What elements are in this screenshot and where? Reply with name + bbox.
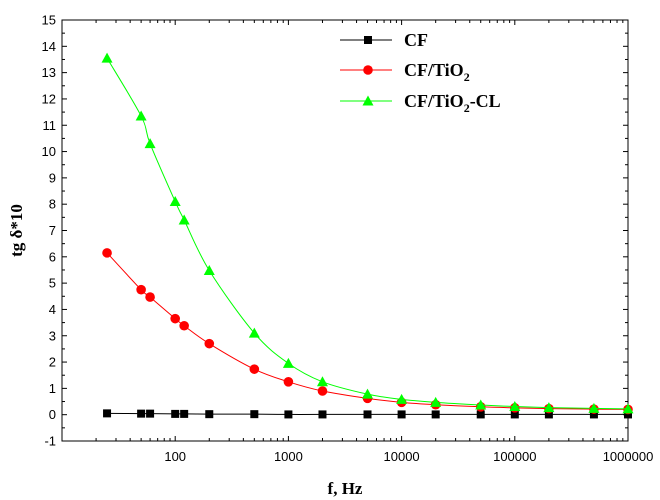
data-point-triangle bbox=[248, 327, 260, 338]
y-tick-label: 15 bbox=[42, 13, 56, 28]
x-axis-title: f, Hz bbox=[328, 479, 363, 498]
y-tick-label: 6 bbox=[49, 249, 56, 264]
data-point-triangle bbox=[135, 110, 147, 121]
y-axis-title: tg δ*10 bbox=[7, 204, 26, 257]
legend-label: CF/TiO2-CL bbox=[404, 91, 501, 115]
data-point-square bbox=[476, 410, 485, 419]
series-triangle bbox=[101, 52, 634, 414]
legend-label: CF bbox=[404, 30, 428, 50]
data-point-triangle bbox=[178, 214, 190, 225]
data-point-square bbox=[431, 410, 440, 419]
data-point-circle bbox=[179, 320, 189, 331]
x-tick-label: 1000 bbox=[274, 449, 303, 464]
data-point-triangle bbox=[203, 264, 215, 275]
legend-item: CF/TiO2-CL bbox=[340, 91, 501, 115]
data-point-square bbox=[589, 410, 598, 419]
y-tick-label: 14 bbox=[42, 39, 56, 54]
data-point-triangle bbox=[509, 401, 521, 412]
y-tick-label: 12 bbox=[42, 91, 56, 106]
data-point-circle bbox=[283, 376, 294, 387]
y-tick-label: 13 bbox=[42, 65, 56, 80]
data-point-square bbox=[284, 410, 293, 419]
legend-item: CF bbox=[340, 30, 428, 50]
data-point-triangle bbox=[282, 357, 294, 368]
y-tick-label: 11 bbox=[43, 118, 57, 133]
data-point-square bbox=[171, 409, 180, 418]
data-point-square bbox=[510, 410, 519, 419]
data-point-square bbox=[318, 410, 327, 419]
series-line bbox=[106, 252, 629, 410]
legend: CF CF/TiO2​ CF/TiO2-CL bbox=[340, 30, 501, 115]
y-tick-label: 10 bbox=[42, 144, 56, 159]
data-point-triangle bbox=[316, 376, 328, 387]
data-point-triangle bbox=[588, 402, 600, 413]
data-point-triangle bbox=[396, 393, 408, 404]
y-tick-label: 5 bbox=[49, 276, 56, 291]
data-point-triangle bbox=[362, 95, 374, 106]
y-tick-label: 8 bbox=[49, 197, 56, 212]
plot-frame bbox=[61, 19, 629, 442]
x-tick-label: 10000 bbox=[384, 449, 420, 464]
data-point-triangle bbox=[622, 403, 634, 414]
data-point-triangle bbox=[543, 402, 555, 413]
series-square bbox=[103, 409, 632, 419]
series-line bbox=[106, 57, 629, 410]
data-point-circle bbox=[249, 364, 260, 374]
data-point-square bbox=[363, 410, 372, 419]
series-layer bbox=[101, 52, 634, 419]
x-tick-label: 1000000 bbox=[603, 449, 654, 464]
y-tick-label: 4 bbox=[49, 302, 56, 317]
data-point-square bbox=[544, 410, 553, 419]
data-point-square bbox=[137, 409, 146, 418]
data-point-triangle bbox=[430, 396, 442, 407]
data-point-square bbox=[146, 409, 155, 418]
y-tick-label: 2 bbox=[49, 355, 56, 370]
data-point-square bbox=[205, 410, 214, 419]
x-tick-label: 100000 bbox=[493, 449, 536, 464]
data-point-circle bbox=[170, 313, 180, 324]
data-point-circle bbox=[136, 284, 146, 295]
data-point-circle bbox=[204, 338, 215, 349]
data-point-circle bbox=[102, 248, 112, 258]
data-point-triangle bbox=[169, 196, 181, 207]
data-point-square bbox=[103, 409, 112, 418]
data-point-circle bbox=[363, 65, 373, 75]
y-tick-label: 1 bbox=[49, 381, 56, 396]
data-point-square bbox=[250, 410, 259, 419]
data-point-square bbox=[364, 36, 372, 44]
data-point-triangle bbox=[362, 388, 374, 399]
data-point-square bbox=[180, 409, 189, 418]
data-point-square bbox=[624, 410, 632, 419]
data-point-square bbox=[397, 410, 406, 419]
data-point-triangle bbox=[144, 138, 156, 149]
data-point-triangle bbox=[475, 399, 487, 410]
data-point-circle bbox=[145, 292, 155, 302]
data-point-triangle bbox=[101, 52, 113, 63]
legend-item: CF/TiO2​ bbox=[340, 60, 470, 84]
y-tick-label: 9 bbox=[49, 170, 56, 185]
y-tick-label: 7 bbox=[49, 223, 56, 238]
y-tick-label: -1 bbox=[44, 434, 56, 449]
data-point-circle bbox=[317, 386, 328, 396]
y-tick-label: 0 bbox=[49, 407, 56, 422]
legend-label: CF/TiO2​ bbox=[404, 60, 470, 84]
y-tick-label: 3 bbox=[49, 328, 56, 343]
x-tick-label: 100 bbox=[164, 449, 186, 464]
